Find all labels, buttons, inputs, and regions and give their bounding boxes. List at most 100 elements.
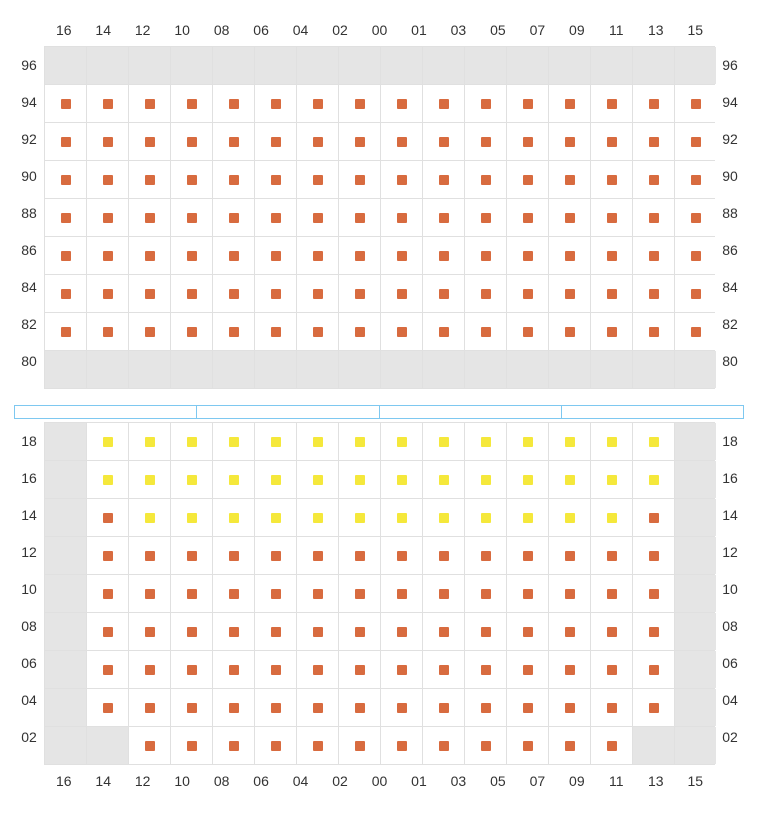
seat-cell[interactable] [339,575,380,612]
seat-cell[interactable] [339,237,380,274]
seat-marker[interactable] [355,175,365,185]
seat-cell[interactable] [129,537,170,574]
seat-marker[interactable] [607,627,617,637]
seat-cell[interactable] [213,613,254,650]
seat-cell[interactable] [381,651,422,688]
seat-cell[interactable] [423,651,464,688]
seat-cell[interactable] [549,423,590,460]
seat-cell[interactable] [171,423,212,460]
seat-marker[interactable] [229,289,239,299]
seat-marker[interactable] [313,327,323,337]
seat-cell[interactable] [633,537,674,574]
seat-marker[interactable] [607,513,617,523]
seat-marker[interactable] [397,703,407,713]
seat-marker[interactable] [607,251,617,261]
seat-cell[interactable] [171,237,212,274]
seat-cell[interactable] [549,689,590,726]
seat-marker[interactable] [187,175,197,185]
seat-marker[interactable] [565,551,575,561]
seat-cell[interactable] [129,689,170,726]
seat-cell[interactable] [297,689,338,726]
seat-cell[interactable] [381,275,422,312]
seat-cell[interactable] [213,537,254,574]
seat-marker[interactable] [397,137,407,147]
seat-marker[interactable] [481,589,491,599]
seat-marker[interactable] [481,551,491,561]
seat-cell[interactable] [591,689,632,726]
seat-cell[interactable] [87,537,128,574]
seat-marker[interactable] [481,327,491,337]
seat-marker[interactable] [187,137,197,147]
seat-cell[interactable] [633,199,674,236]
seat-marker[interactable] [397,589,407,599]
seat-marker[interactable] [607,175,617,185]
seat-cell[interactable] [129,651,170,688]
seat-cell[interactable] [339,613,380,650]
seat-cell[interactable] [591,275,632,312]
seat-cell[interactable] [45,313,86,350]
seat-marker[interactable] [271,437,281,447]
seat-cell[interactable] [255,461,296,498]
seat-marker[interactable] [523,289,533,299]
seat-cell[interactable] [255,727,296,764]
seat-cell[interactable] [591,199,632,236]
seat-cell[interactable] [507,161,548,198]
seat-marker[interactable] [145,475,155,485]
seat-cell[interactable] [507,651,548,688]
seat-cell[interactable] [87,651,128,688]
seat-cell[interactable] [339,727,380,764]
seat-cell[interactable] [171,313,212,350]
seat-marker[interactable] [271,589,281,599]
seat-marker[interactable] [481,437,491,447]
seat-marker[interactable] [439,327,449,337]
seat-marker[interactable] [481,665,491,675]
seat-cell[interactable] [255,613,296,650]
seat-cell[interactable] [591,613,632,650]
seat-marker[interactable] [649,213,659,223]
seat-marker[interactable] [271,289,281,299]
seat-cell[interactable] [381,613,422,650]
seat-cell[interactable] [171,199,212,236]
seat-marker[interactable] [103,213,113,223]
seat-marker[interactable] [565,251,575,261]
seat-cell[interactable] [423,161,464,198]
seat-marker[interactable] [649,475,659,485]
seat-cell[interactable] [297,651,338,688]
seat-marker[interactable] [229,475,239,485]
seat-marker[interactable] [145,251,155,261]
seat-cell[interactable] [675,85,716,122]
seat-cell[interactable] [591,313,632,350]
seat-marker[interactable] [229,627,239,637]
seat-cell[interactable] [591,461,632,498]
seat-cell[interactable] [549,499,590,536]
seat-cell[interactable] [45,85,86,122]
seat-cell[interactable] [171,461,212,498]
seat-marker[interactable] [271,551,281,561]
seat-marker[interactable] [145,327,155,337]
seat-marker[interactable] [187,589,197,599]
seat-cell[interactable] [423,275,464,312]
seat-marker[interactable] [649,437,659,447]
seat-cell[interactable] [465,689,506,726]
seat-marker[interactable] [607,703,617,713]
seat-marker[interactable] [103,289,113,299]
seat-cell[interactable] [507,423,548,460]
seat-cell[interactable] [633,85,674,122]
seat-marker[interactable] [481,289,491,299]
seat-cell[interactable] [255,499,296,536]
seat-cell[interactable] [129,237,170,274]
seat-marker[interactable] [271,327,281,337]
seat-cell[interactable] [297,237,338,274]
seat-cell[interactable] [45,275,86,312]
seat-marker[interactable] [481,213,491,223]
seat-cell[interactable] [465,423,506,460]
seat-marker[interactable] [313,551,323,561]
seat-marker[interactable] [271,213,281,223]
seat-cell[interactable] [297,199,338,236]
seat-marker[interactable] [565,513,575,523]
seat-cell[interactable] [45,123,86,160]
seat-cell[interactable] [297,85,338,122]
seat-cell[interactable] [339,123,380,160]
seat-marker[interactable] [103,589,113,599]
seat-cell[interactable] [297,613,338,650]
